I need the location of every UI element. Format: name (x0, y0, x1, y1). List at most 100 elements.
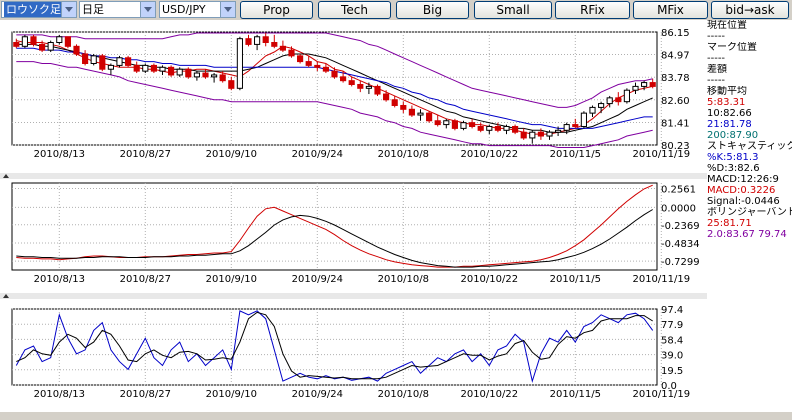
stoch-d-value: %D:3:82.6 (707, 163, 760, 174)
candle-body (133, 64, 140, 72)
candle-body (219, 74, 226, 82)
candle-body (47, 41, 54, 51)
candle-body (288, 49, 295, 57)
y-tick-label: -0.2369 (661, 221, 700, 232)
x-tick-label: 2010/8/27 (120, 389, 171, 400)
symbol-value: USD/JPY (162, 3, 206, 16)
candle-body (168, 66, 175, 76)
signal-value: Signal:-0.0446 (707, 196, 780, 207)
candle-body (279, 45, 286, 51)
candle-body (606, 97, 613, 105)
x-tick-label: 2010/8/27 (120, 149, 171, 160)
rfix-button[interactable]: RFix (555, 1, 630, 19)
stoch-k-line (15, 310, 654, 384)
y-tick-label: 0.0000 (661, 203, 696, 214)
plot-frame (11, 182, 658, 271)
x-tick-label: 2010/9/24 (292, 274, 343, 285)
candle-body (21, 36, 28, 47)
stoch-k-value: %K:5:81.3 (707, 152, 759, 163)
stoch-d-line (16, 311, 653, 380)
candle-body (434, 120, 441, 126)
candle-body (529, 131, 536, 139)
candle-body (305, 61, 312, 66)
candle-body (228, 80, 235, 89)
candle-body (400, 104, 407, 110)
big-button[interactable]: Big (396, 1, 469, 19)
panel-splitter[interactable] (0, 293, 707, 299)
y-tick-label: 77.9 (661, 320, 683, 331)
y-tick-label: 97.4 (661, 305, 683, 316)
candle-body (90, 55, 97, 64)
candle-body (107, 64, 114, 70)
chevron-down-icon[interactable] (220, 2, 235, 17)
mark-position-label: マーク位置 (707, 42, 757, 53)
candle-body (374, 85, 381, 95)
candle-body (546, 131, 553, 137)
x-tick-label: 2010/8/13 (34, 389, 85, 400)
x-tick-label: 2010/10/8 (378, 149, 429, 160)
collapse-up-icon[interactable] (3, 294, 9, 298)
y-tick-label: 0.2561 (661, 184, 696, 195)
candle-body (563, 124, 570, 131)
collapse-up-icon[interactable] (3, 174, 9, 178)
y-tick-label: 86.15 (661, 28, 690, 39)
candle-body (520, 131, 527, 139)
chart-type-dropdown[interactable]: ロウソク足 (1, 1, 77, 18)
ma10-value: 10:82.66 (707, 108, 752, 119)
candle-body (365, 85, 372, 89)
bid-ask-button[interactable]: bid→ask (711, 1, 789, 19)
y-tick-label: 0.0 (661, 381, 677, 392)
candle-body (193, 72, 200, 78)
current-position-label: 現在位置 (707, 20, 747, 31)
chevron-down-icon[interactable] (61, 2, 76, 17)
candle-body (176, 68, 183, 76)
candle-body (150, 64, 157, 72)
candle-body (486, 125, 493, 131)
x-tick-label: 2010/10/22 (460, 389, 518, 400)
info-panel: 現在位置 ----- マーク位置 ----- 差額 ----- 移動平均 5:8… (707, 20, 792, 420)
panel-splitter[interactable] (0, 173, 707, 179)
y-tick-label: 81.41 (661, 118, 690, 129)
candle-body (383, 93, 390, 101)
difference-label: 差額 (707, 64, 727, 75)
y-tick-label: 58.4 (661, 335, 683, 346)
chevron-down-icon[interactable] (140, 2, 155, 17)
candle-body (322, 66, 329, 72)
mfix-button[interactable]: MFix (633, 1, 708, 19)
candle-body (236, 38, 243, 89)
price-chart-panel[interactable]: 2010/8/13 2010/8/27 2010/9/10 2010/9/24 2010… (0, 20, 707, 173)
stochastic-chart[interactable]: 2010/8/13 2010/8/27 2010/9/10 2010/9/24 2010… (0, 299, 707, 412)
prop-button[interactable]: Prop (240, 1, 313, 19)
macd-chart-panel[interactable]: 2010/8/13 2010/8/27 2010/9/10 2010/9/24 2010… (0, 179, 707, 293)
candle-body (142, 64, 149, 72)
period-dropdown[interactable]: 日足 (79, 1, 156, 18)
y-tick-label: 19.5 (661, 366, 683, 377)
symbol-dropdown[interactable]: USD/JPY (159, 1, 236, 18)
stochastic-chart-panel[interactable]: 2010/8/13 2010/8/27 2010/9/10 2010/9/24 2010… (0, 299, 707, 412)
candle-body (460, 122, 467, 129)
candle-body (477, 125, 484, 131)
x-tick-label: 2010/10/22 (460, 149, 518, 160)
y-tick-label: 82.60 (661, 96, 690, 107)
macd-chart[interactable]: 2010/8/13 2010/8/27 2010/9/10 2010/9/24 2010… (0, 179, 707, 293)
candle-body (512, 125, 519, 133)
stochastics-label: ストキャスティックス (707, 141, 792, 152)
candle-body (202, 72, 209, 78)
candle-body (340, 76, 347, 82)
x-tick-label: 2010/11/5 (550, 149, 601, 160)
candle-body (391, 99, 398, 106)
small-button[interactable]: Small (474, 1, 552, 19)
macd-value: MACD:0.3226 (707, 185, 776, 196)
candle-body (56, 36, 63, 43)
bb-mid-value: 25:81.71 (707, 218, 752, 229)
chart-type-value: ロウソク足 (4, 2, 63, 17)
tech-button[interactable]: Tech (318, 1, 391, 19)
candle-body (426, 112, 433, 122)
ma21-value: 21:81.78 (707, 119, 752, 130)
candle-body (348, 80, 355, 85)
price-chart[interactable]: 2010/8/13 2010/8/27 2010/9/10 2010/9/24 2010… (0, 20, 707, 173)
candle-body (125, 57, 132, 66)
candle-body (13, 41, 20, 47)
y-tick-label: 39.0 (661, 351, 683, 362)
x-tick-label: 2010/9/24 (292, 149, 343, 160)
